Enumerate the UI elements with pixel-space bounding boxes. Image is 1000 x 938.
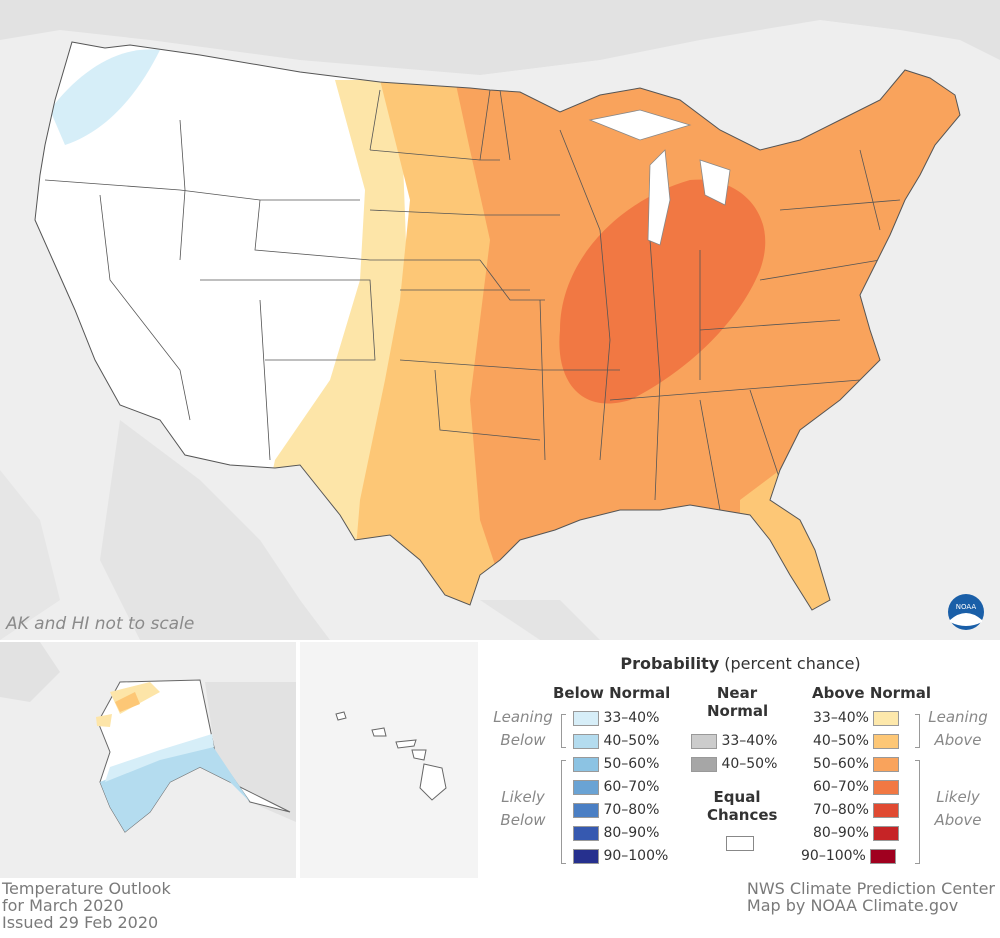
swatch-above-90-100 — [870, 848, 897, 864]
near-row-1: 33–40% — [691, 731, 777, 751]
below-33-40-region — [50, 49, 160, 146]
state-boundaries — [44, 89, 901, 511]
above-row-6: 80–90% — [813, 823, 900, 843]
below-row-2: 40–50% — [573, 731, 659, 751]
canada-land — [0, 0, 1000, 75]
noaa-logo: NOAA — [948, 594, 984, 630]
above-60-70-region — [559, 179, 766, 404]
swatch-above-60-70 — [873, 779, 900, 795]
russia-land — [0, 642, 60, 702]
alaska-west-leaning — [96, 714, 112, 727]
conus-map: NOAA — [0, 0, 1000, 640]
likely-below-label: Likely Below — [500, 788, 546, 829]
swatch-below-60-70 — [573, 779, 599, 795]
likely-above-label: Likely Above — [934, 788, 982, 829]
likely-below-bracket — [561, 760, 566, 864]
oahu-island — [371, 727, 387, 737]
swatch-equal-chances — [726, 836, 754, 851]
swatch-above-40-50 — [873, 733, 900, 749]
below-row-3: 50–60% — [573, 754, 659, 774]
likely-above-bracket — [915, 760, 920, 864]
hawaii-inset — [300, 642, 478, 878]
big-island — [419, 763, 447, 801]
swatch-below-40-50 — [573, 733, 599, 749]
florida-40-50 — [740, 470, 840, 610]
swatch-near-40-50 — [691, 756, 717, 772]
lake-superior — [588, 109, 692, 141]
swatch-below-33-40 — [573, 710, 599, 726]
us-outline — [34, 41, 961, 611]
credit-map: Map by NOAA Climate.gov — [746, 896, 959, 915]
above-row-3: 50–60% — [813, 754, 900, 774]
footer-right: NWS Climate Prediction Center Map by NOA… — [747, 880, 995, 914]
equal-chances-heading: Equal Chances — [707, 788, 778, 824]
above-normal-heading: Above Normal — [812, 684, 931, 702]
leaning-above-bracket — [915, 714, 920, 748]
maui-island — [411, 749, 427, 761]
swatch-below-80-90 — [573, 825, 599, 841]
above-row-5: 70–80% — [813, 800, 900, 820]
lake-huron — [699, 159, 731, 206]
leaning-above-label: Leaning Above — [928, 708, 988, 749]
above-row-7: 90–100% — [801, 846, 897, 866]
above-50-60-region — [455, 60, 960, 610]
legend-title: Probability (percent chance) — [620, 654, 861, 673]
swatch-above-70-80 — [873, 802, 900, 818]
below-row-6: 80–90% — [573, 823, 659, 843]
noaa-logo-text: NOAA — [956, 603, 977, 611]
molokai-island — [395, 739, 417, 749]
alaska-below-40-50 — [100, 742, 250, 832]
hawaii-map — [335, 711, 447, 801]
lake-michigan — [647, 149, 671, 246]
alaska-above-40-50 — [115, 692, 140, 712]
above-row-2: 40–50% — [813, 731, 900, 751]
near-row-2: 40–50% — [691, 754, 777, 774]
outlook-title: Temperature Outlook — [2, 879, 171, 898]
kauai-island — [335, 711, 347, 721]
swatch-below-50-60 — [573, 756, 599, 772]
above-row-1: 33–40% — [813, 708, 900, 728]
below-row-4: 60–70% — [573, 777, 659, 797]
swatch-above-33-40 — [873, 710, 900, 726]
outlook-period: for March 2020 — [2, 896, 124, 915]
swatch-near-33-40 — [691, 733, 717, 749]
swatch-below-90-100 — [573, 848, 599, 864]
legend: Probability (percent chance) Below Norma… — [481, 642, 1000, 878]
mexico-land — [100, 420, 330, 640]
canada-land-ak — [205, 682, 296, 822]
below-normal-heading: Below Normal — [553, 684, 671, 702]
ocean-land-hint — [0, 470, 60, 640]
mexico-land-2 — [480, 600, 600, 640]
below-row-5: 70–80% — [573, 800, 659, 820]
alaska-map — [0, 642, 296, 833]
swatch-above-80-90 — [873, 825, 900, 841]
near-normal-heading: Near Normal — [707, 684, 769, 720]
footer-left: Temperature Outlook for March 2020 Issue… — [2, 880, 171, 931]
leaning-below-label: Leaning Below — [493, 708, 553, 749]
leaning-below-bracket — [561, 714, 566, 748]
main-map: NOAA AK and HI not to scale — [0, 0, 1000, 640]
issue-date: Issued 29 Feb 2020 — [2, 913, 159, 932]
above-row-4: 60–70% — [813, 777, 900, 797]
swatch-above-50-60 — [873, 756, 900, 772]
below-row-1: 33–40% — [573, 708, 659, 728]
alaska-below-33-40 — [105, 734, 214, 782]
not-to-scale-note: AK and HI not to scale — [6, 614, 195, 634]
credit-cpc: NWS Climate Prediction Center — [746, 879, 995, 898]
below-row-7: 90–100% — [573, 846, 668, 866]
swatch-below-70-80 — [573, 802, 599, 818]
alaska-inset — [0, 642, 296, 878]
